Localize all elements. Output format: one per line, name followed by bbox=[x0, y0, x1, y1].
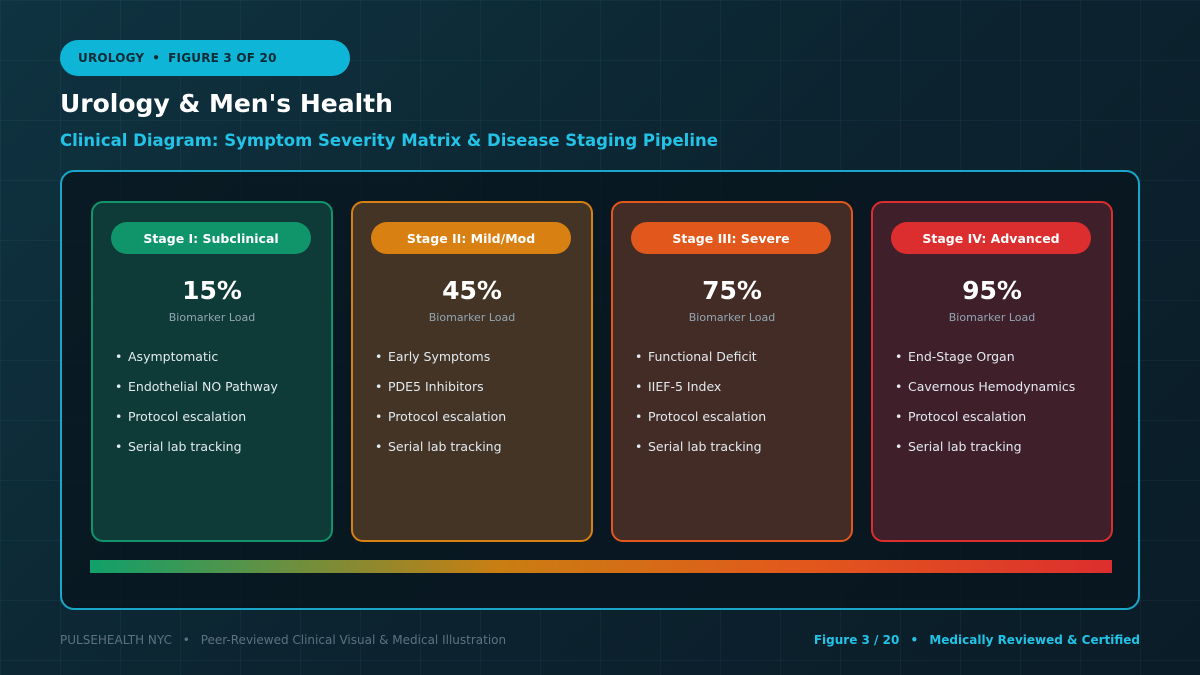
stage-item-list: • Functional Deficit • IIEF-5 Index • Proto… bbox=[635, 348, 766, 468]
stage-badge: Stage I: Subclinical bbox=[111, 222, 311, 254]
stage-metric-label: Biomarker Load bbox=[168, 311, 256, 324]
page-subtitle: Clinical Diagram: Symptom Severity Matri… bbox=[60, 131, 718, 150]
stage-metric-label: Biomarker Load bbox=[428, 311, 516, 324]
list-item: • Serial lab tracking bbox=[895, 439, 1022, 454]
stage-card-3: Stage III: Severe 75% Biomarker Load • Fu… bbox=[611, 201, 853, 542]
page-title: Urology & Men's Health bbox=[60, 89, 393, 118]
separator-dot: • bbox=[910, 633, 919, 647]
list-item: • Early Symptoms bbox=[375, 349, 491, 364]
stage-badge: Stage II: Mild/Mod bbox=[371, 222, 571, 254]
stage-card-1: Stage I: Subclinical 15% Biomarker Load … bbox=[91, 201, 333, 542]
footer-brand: PULSEHEALTH NYC bbox=[60, 633, 172, 647]
stage-badge: Stage III: Severe bbox=[631, 222, 831, 254]
list-item: • Functional Deficit bbox=[635, 349, 757, 364]
list-item: • Endothelial NO Pathway bbox=[115, 379, 278, 394]
footer-figure: Figure 3 / 20 bbox=[813, 633, 900, 647]
list-item: • Serial lab tracking bbox=[115, 439, 242, 454]
list-item: • Serial lab tracking bbox=[635, 439, 762, 454]
list-item: • Cavernous Hemodynamics bbox=[895, 379, 1076, 394]
separator-dot: • bbox=[182, 633, 190, 647]
footer-right: Figure 3 / 20 • Medically Reviewed & Cer… bbox=[814, 633, 1140, 647]
list-item: • Asymptomatic bbox=[115, 349, 219, 364]
category-label: UROLOGY bbox=[78, 51, 145, 65]
stage-metric-label: Biomarker Load bbox=[948, 311, 1036, 324]
figure-label: FIGURE 3 OF 20 bbox=[168, 51, 277, 65]
list-item: • End-Stage Organ bbox=[895, 349, 1015, 364]
stage-badge: Stage IV: Advanced bbox=[891, 222, 1091, 254]
list-item: • Protocol escalation bbox=[115, 409, 247, 424]
severity-gradient-bar bbox=[90, 560, 1112, 573]
list-item: • PDE5 Inhibitors bbox=[375, 379, 484, 394]
stage-value: 75% bbox=[702, 276, 762, 305]
footer-description: Peer-Reviewed Clinical Visual & Medical … bbox=[200, 633, 507, 647]
list-item: • Serial lab tracking bbox=[375, 439, 502, 454]
stage-item-list: • Early Symptoms • PDE5 Inhibitors • Protoc… bbox=[375, 348, 506, 468]
figure-category-pill: UROLOGY • FIGURE 3 OF 20 bbox=[60, 40, 350, 76]
stage-value: 15% bbox=[182, 276, 242, 305]
stage-card-4: Stage IV: Advanced 95% Biomarker Load • E… bbox=[871, 201, 1113, 542]
list-item: • Protocol escalation bbox=[375, 409, 507, 424]
footer-certification: Medically Reviewed & Certified bbox=[929, 633, 1140, 647]
stage-metric-label: Biomarker Load bbox=[688, 311, 776, 324]
stage-item-list: • End-Stage Organ • Cavernous Hemodynamics… bbox=[895, 348, 1075, 468]
stage-value: 45% bbox=[442, 276, 502, 305]
list-item: • Protocol escalation bbox=[895, 409, 1027, 424]
list-item: • Protocol escalation bbox=[635, 409, 767, 424]
stage-value: 95% bbox=[962, 276, 1022, 305]
separator-dot: • bbox=[152, 51, 161, 65]
stage-card-2: Stage II: Mild/Mod 45% Biomarker Load • E… bbox=[351, 201, 593, 542]
staging-pipeline-panel: Stage I: Subclinical 15% Biomarker Load … bbox=[60, 170, 1140, 610]
list-item: • IIEF-5 Index bbox=[635, 379, 722, 394]
stage-item-list: • Asymptomatic • Endothelial NO Pathway • P… bbox=[115, 348, 278, 468]
footer-left: PULSEHEALTH NYC • Peer-Reviewed Clinical… bbox=[60, 633, 506, 647]
